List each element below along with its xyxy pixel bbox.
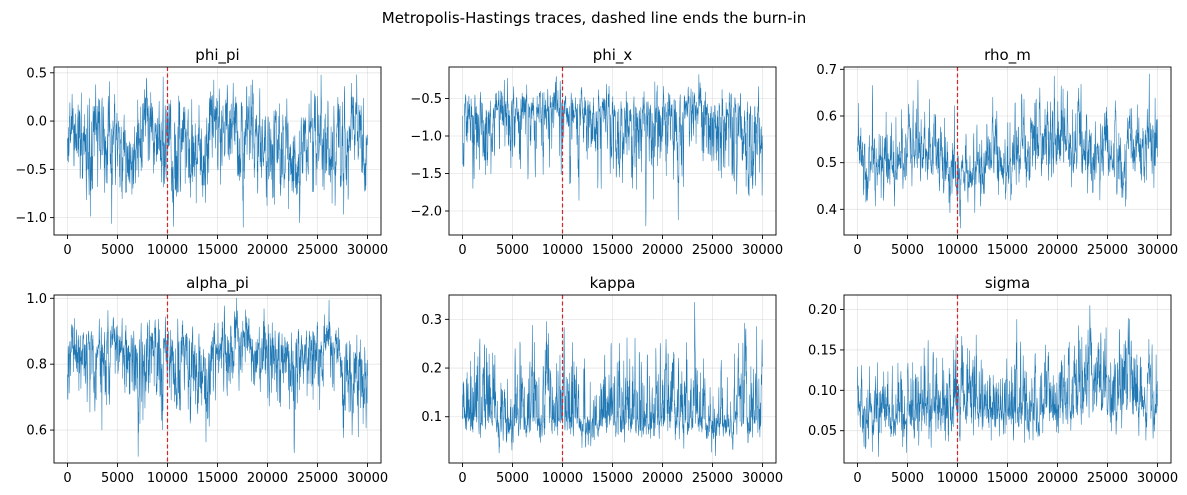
subplot-title: phi_x xyxy=(593,46,633,65)
x-tick-label: 5000 xyxy=(496,243,529,258)
x-tick-label: 25000 xyxy=(692,243,733,258)
y-tick-label: −0.5 xyxy=(410,92,442,107)
subplot-title: alpha_pi xyxy=(186,274,249,293)
x-tick-label: 25000 xyxy=(297,243,338,258)
trace-line xyxy=(857,305,1158,457)
y-tick-label: 0.6 xyxy=(26,424,47,439)
y-tick-label: 0.6 xyxy=(816,110,837,125)
y-tick-label: 0.10 xyxy=(808,384,837,399)
subplot-title: phi_pi xyxy=(195,46,239,65)
trace-line xyxy=(857,73,1158,229)
y-tick-label: 0.8 xyxy=(26,358,47,373)
subplot-kappa: 0 5000 10000 15000 20000 25000 30000 0.1 0.2 0.3 k… xyxy=(421,274,783,486)
x-tick-label: 15000 xyxy=(592,243,633,258)
x-tick-label: 25000 xyxy=(297,471,338,486)
grid xyxy=(844,295,1171,463)
subplot-sigma: 0 5000 10000 15000 20000 25000 30000 0.05 0.10 0.… xyxy=(808,274,1178,486)
y-tick-label: 1.0 xyxy=(26,292,47,307)
x-tick-label: 0 xyxy=(458,471,466,486)
x-tick-label: 5000 xyxy=(101,243,134,258)
x-tick-label: 5000 xyxy=(101,471,134,486)
y-tick-label: 0.5 xyxy=(26,66,47,81)
y-tick-label: 0.1 xyxy=(421,410,442,425)
trace-line xyxy=(462,302,763,456)
subplot-title: sigma xyxy=(985,274,1030,292)
subplot-alpha_pi: 0 5000 10000 15000 20000 25000 30000 0.6 0.8 1.0 a… xyxy=(26,274,388,486)
subplot-phi_pi: 0 5000 10000 15000 20000 25000 30000 −1.0 −0.5 0.… xyxy=(15,46,388,258)
trace-line xyxy=(462,74,763,227)
x-tick-label: 0 xyxy=(63,243,71,258)
x-tick-label: 30000 xyxy=(742,471,783,486)
x-tick-label: 25000 xyxy=(692,471,733,486)
subplot-title: rho_m xyxy=(984,46,1031,65)
y-tick-label: −2.0 xyxy=(410,205,442,220)
grid xyxy=(449,295,776,463)
x-tick-label: 25000 xyxy=(1087,243,1128,258)
x-tick-label: 5000 xyxy=(891,471,924,486)
y-tick-label: −1.5 xyxy=(410,167,442,182)
x-tick-label: 10000 xyxy=(937,471,978,486)
grid xyxy=(449,67,776,235)
x-tick-label: 20000 xyxy=(1037,471,1078,486)
y-tick-label: 0.4 xyxy=(816,203,837,218)
x-tick-label: 15000 xyxy=(197,471,238,486)
x-tick-label: 30000 xyxy=(1137,243,1178,258)
x-tick-label: 20000 xyxy=(642,471,683,486)
x-tick-label: 10000 xyxy=(937,243,978,258)
y-tick-label: 0.5 xyxy=(816,156,837,171)
x-tick-label: 0 xyxy=(853,471,861,486)
trace-line xyxy=(67,298,368,457)
x-tick-label: 30000 xyxy=(1137,471,1178,486)
trace-line xyxy=(67,74,368,228)
x-tick-label: 20000 xyxy=(642,243,683,258)
x-tick-label: 30000 xyxy=(347,471,388,486)
y-tick-label: −0.5 xyxy=(15,163,47,178)
x-tick-label: 0 xyxy=(458,243,466,258)
x-tick-label: 15000 xyxy=(987,471,1028,486)
subplot-rho_m: 0 5000 10000 15000 20000 25000 30000 0.4 0.5 0.6 0… xyxy=(816,46,1178,258)
y-tick-label: 0.3 xyxy=(421,313,442,328)
x-tick-label: 30000 xyxy=(742,243,783,258)
y-tick-label: 0.7 xyxy=(816,63,837,78)
x-tick-label: 10000 xyxy=(542,471,583,486)
x-tick-label: 5000 xyxy=(891,243,924,258)
figure-title: Metropolis-Hastings traces, dashed line … xyxy=(382,9,806,27)
x-tick-label: 0 xyxy=(853,243,861,258)
x-tick-label: 0 xyxy=(63,471,71,486)
y-tick-label: 0.20 xyxy=(808,303,837,318)
x-tick-label: 10000 xyxy=(147,243,188,258)
x-tick-label: 20000 xyxy=(1037,243,1078,258)
x-tick-label: 5000 xyxy=(496,471,529,486)
x-tick-label: 30000 xyxy=(347,243,388,258)
subplot-title: kappa xyxy=(590,274,636,292)
subplot-phi_x: 0 5000 10000 15000 20000 25000 30000 −2.0 −1.5 −1… xyxy=(410,46,783,258)
y-tick-label: 0.0 xyxy=(26,115,47,130)
y-tick-label: 0.15 xyxy=(808,343,837,358)
y-tick-label: −1.0 xyxy=(15,211,47,226)
x-tick-label: 20000 xyxy=(247,243,288,258)
y-tick-label: 0.2 xyxy=(421,362,442,377)
x-tick-label: 20000 xyxy=(247,471,288,486)
x-tick-label: 15000 xyxy=(197,243,238,258)
x-tick-label: 25000 xyxy=(1087,471,1128,486)
x-tick-label: 10000 xyxy=(147,471,188,486)
y-tick-label: −1.0 xyxy=(410,130,442,145)
x-tick-label: 15000 xyxy=(987,243,1028,258)
x-tick-label: 10000 xyxy=(542,243,583,258)
x-tick-label: 15000 xyxy=(592,471,633,486)
y-tick-label: 0.05 xyxy=(808,424,837,439)
